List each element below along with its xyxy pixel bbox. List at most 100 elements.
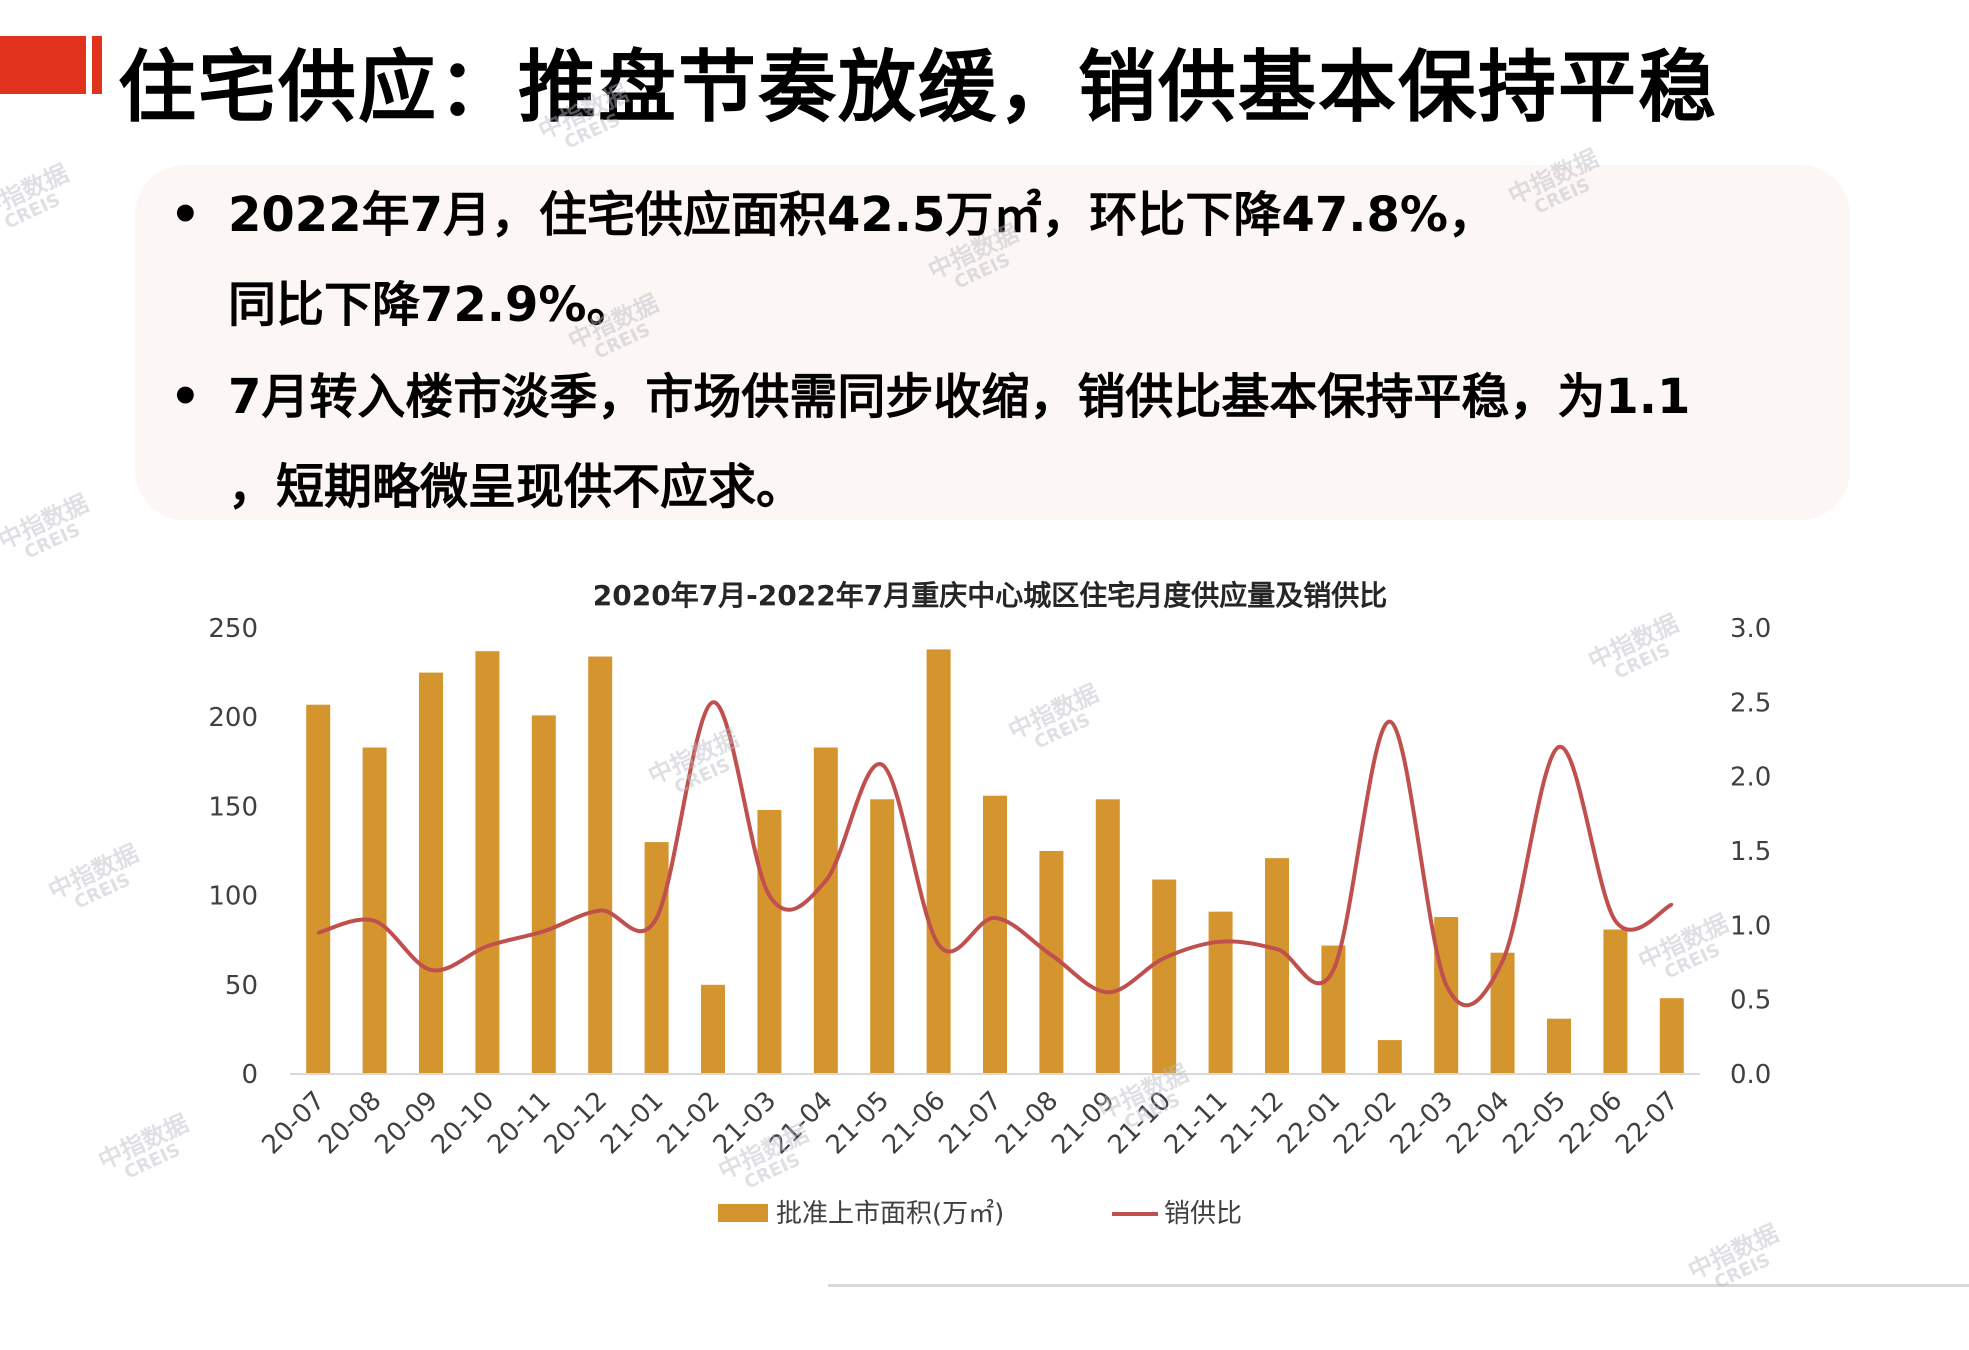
ratio-point-22-01 [1331,968,1335,972]
ratio-point-21-05 [880,763,884,767]
x-tick-label: 22-02 [1328,1086,1403,1161]
chart-title: 2020年7月-2022年7月重庆中心城区住宅月度供应量及销供比 [593,579,1387,612]
y-left-tick-label: 200 [208,703,258,733]
x-tick-label: 21-03 [708,1086,783,1161]
ratio-point-21-02 [711,700,715,704]
y-right-tick-label: 2.5 [1730,688,1771,718]
ratio-point-21-10 [1162,956,1166,960]
bar-22-04 [1490,952,1515,1074]
bar-20-07 [306,704,331,1074]
summary-box [135,165,1850,520]
y-left-tick-label: 50 [225,971,258,1001]
x-tick-label: 21-12 [1215,1086,1290,1161]
x-tick-label: 20-10 [426,1086,501,1161]
ratio-point-20-09 [429,968,433,972]
y-left-tick-label: 100 [208,882,258,912]
bullet-item-1: • 2022年7月，住宅供应面积42.5万㎡，环比下降47.8%， 同比下降72… [170,170,1730,350]
ratio-point-20-07 [316,931,320,935]
bullet-line: 2022年7月，住宅供应面积42.5万㎡，环比下降47.8%， [228,187,1496,243]
x-tick-label: 21-08 [990,1086,1065,1161]
bar-21-01 [644,842,669,1074]
x-tick-label: 21-11 [1159,1086,1234,1161]
footer-divider [828,1284,1969,1287]
x-tick-label: 20-12 [539,1086,614,1161]
bar-21-07 [983,795,1007,1074]
y-left-tick-label: 250 [208,614,258,644]
bar-22-06 [1603,929,1628,1074]
x-tick-label: 22-01 [1272,1086,1347,1161]
y-left-tick-label: 0 [241,1060,258,1090]
bullet-line: ，短期略微呈现供不应求。 [228,459,805,515]
ratio-point-21-12 [1275,947,1279,951]
bar-21-04 [813,747,838,1074]
bar-20-09 [419,672,443,1074]
x-tick-label: 21-05 [821,1086,896,1161]
watermark: 中指数据 CREIS [0,159,73,234]
ratio-point-22-07 [1670,903,1674,907]
ratio-point-21-04 [824,879,828,883]
y-right-tick-label: 2.0 [1730,763,1771,793]
ratio-point-21-01 [655,916,659,920]
bar-20-12 [588,656,613,1074]
x-tick-label: 20-09 [369,1086,444,1161]
x-tick-label: 22-03 [1385,1086,1460,1161]
title-accent-gap [86,30,92,100]
ratio-point-22-03 [1444,983,1448,987]
ratio-point-20-11 [542,929,546,933]
x-tick-label: 22-05 [1497,1086,1572,1161]
bar-20-10 [475,651,500,1074]
x-tick-label: 22-06 [1554,1086,1629,1161]
x-tick-label: 21-10 [1103,1086,1178,1161]
bar-22-05 [1547,1018,1571,1074]
bar-20-11 [531,715,556,1074]
x-tick-label: 21-02 [651,1086,726,1161]
bullet-marker: • [170,187,201,243]
legend-label-line: 销供比 [1164,1199,1242,1229]
page-title: 住宅供应：推盘节奏放缓，销供基本保持平稳 [118,43,1719,133]
supply-chart: 2020年7月-2022年7月重庆中心城区住宅月度供应量及销供比 0 50 100 1… [0,560,1969,1280]
bar-22-02 [1377,1040,1402,1074]
chart-svg: 2020年7月-2022年7月重庆中心城区住宅月度供应量及销供比 0 50 100 1… [208,579,1771,1229]
bar-21-12 [1265,858,1289,1074]
bar-22-07 [1659,998,1684,1074]
bar-21-03 [757,809,782,1074]
bullet-line: 7月转入楼市淡季，市场供需同步收缩，销供比基本保持平稳，为1.1 [228,369,1691,425]
ratio-point-22-06 [1613,919,1617,923]
ratio-point-21-03 [767,894,771,898]
x-tick-label: 21-06 [877,1086,952,1161]
x-tick-label: 20-11 [482,1086,557,1161]
bar-20-08 [362,747,387,1074]
ratio-point-22-02 [1388,720,1392,724]
ratio-point-21-08 [1049,953,1053,957]
bullet-marker: • [170,369,201,425]
bar-21-11 [1208,911,1233,1074]
x-tick-label: 20-07 [257,1086,332,1161]
bullet-line: 同比下降72.9%。 [228,277,635,333]
y-right-tick-label: 0.5 [1730,986,1771,1016]
ratio-point-22-05 [1557,745,1561,749]
legend-swatch-bar [718,1204,768,1222]
bar-21-02 [701,984,725,1074]
x-tick-label: 21-07 [933,1086,1008,1161]
legend-label-bar: 批准上市面积(万㎡) [776,1199,1004,1229]
bullet-item-2: • 7月转入楼市淡季，市场供需同步收缩，销供比基本保持平稳，为1.1 ，短期略微… [170,352,1730,532]
x-tick-label: 20-08 [313,1086,388,1161]
ratio-point-20-12 [598,908,602,912]
bar-22-01 [1321,945,1346,1074]
bar-21-05 [870,799,895,1074]
y-right-tick-label: 3.0 [1730,614,1771,644]
x-tick-label: 21-09 [1046,1086,1121,1161]
y-right-tick-label: 0.0 [1730,1060,1771,1090]
x-tick-label: 22-07 [1610,1086,1685,1161]
title-accent-tick [92,36,102,94]
x-tick-label: 22-04 [1441,1086,1516,1161]
y-right-tick-label: 1.0 [1730,911,1771,941]
ratio-point-21-11 [1219,940,1223,944]
ratio-point-22-04 [1501,959,1505,963]
ratio-point-21-09 [1106,990,1110,994]
ratio-point-21-07 [993,916,997,920]
bar-21-06 [926,649,951,1074]
y-right-tick-label: 1.5 [1730,837,1771,867]
y-left-tick-label: 150 [208,792,258,822]
x-tick-label: 21-01 [595,1086,670,1161]
